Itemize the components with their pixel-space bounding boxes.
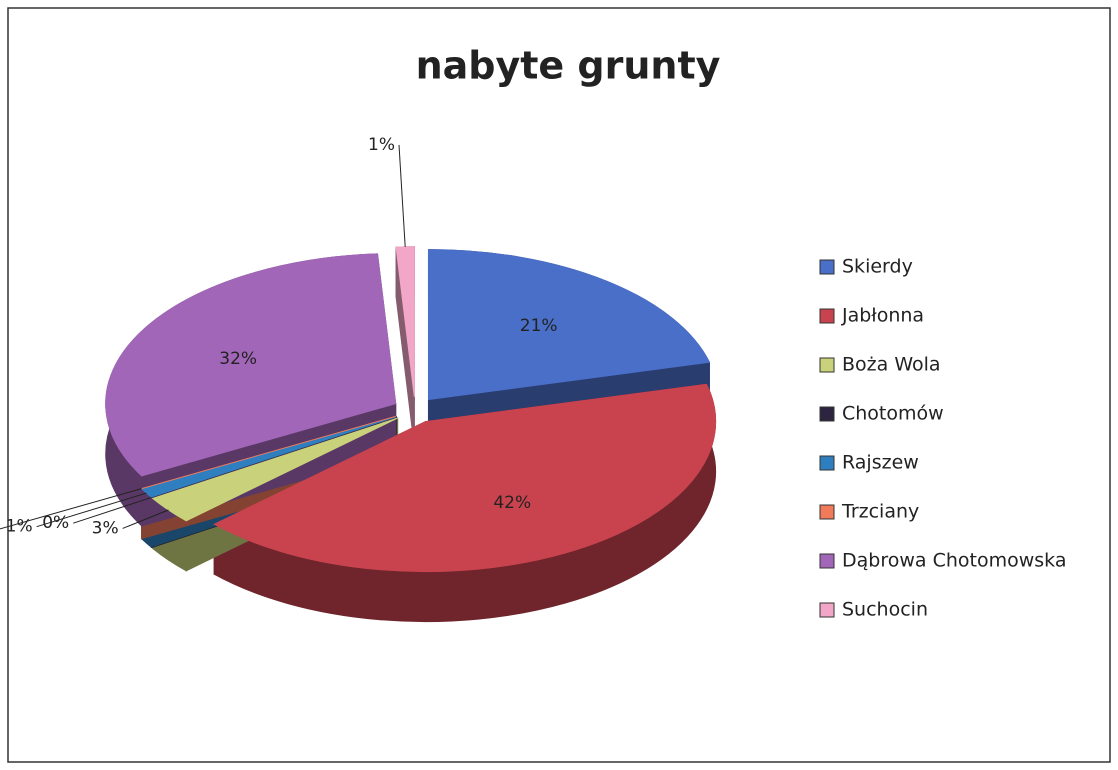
legend-label: Trzciany <box>841 501 919 523</box>
legend-swatch <box>819 455 835 471</box>
legend-swatch <box>819 259 835 275</box>
data-label: 1% <box>368 135 395 155</box>
chart-title: nabyte grunty <box>416 44 721 88</box>
legend-swatch <box>819 602 835 618</box>
legend-label: Chotomów <box>842 403 944 425</box>
legend-swatch <box>819 357 835 373</box>
leader-line <box>73 496 152 524</box>
data-label: 32% <box>219 349 257 369</box>
legend-swatch <box>819 553 835 569</box>
legend-swatch <box>819 504 835 520</box>
leader-line <box>36 492 147 528</box>
legend-label: Skierdy <box>842 256 913 278</box>
legend-label: Suchocin <box>842 599 928 621</box>
legend-label: Rajszew <box>842 452 919 474</box>
legend-label: Jabłonna <box>841 305 924 327</box>
leader-line <box>398 144 406 247</box>
slice <box>213 383 717 573</box>
data-label: 1% <box>6 517 33 537</box>
legend-label: Dąbrowa Chotomowska <box>842 550 1066 572</box>
slice <box>395 246 415 397</box>
data-label: 42% <box>493 493 531 513</box>
data-label: 0% <box>42 513 69 533</box>
leader-line <box>122 509 169 529</box>
leader-line <box>0 488 142 530</box>
legend-swatch <box>819 308 835 324</box>
slice <box>105 253 397 477</box>
data-label: 3% <box>92 518 119 538</box>
legend-swatch <box>819 406 835 422</box>
slice <box>151 417 398 522</box>
slice <box>427 249 711 401</box>
legend-label: Boża Wola <box>842 354 941 376</box>
data-label: 21% <box>520 316 558 336</box>
